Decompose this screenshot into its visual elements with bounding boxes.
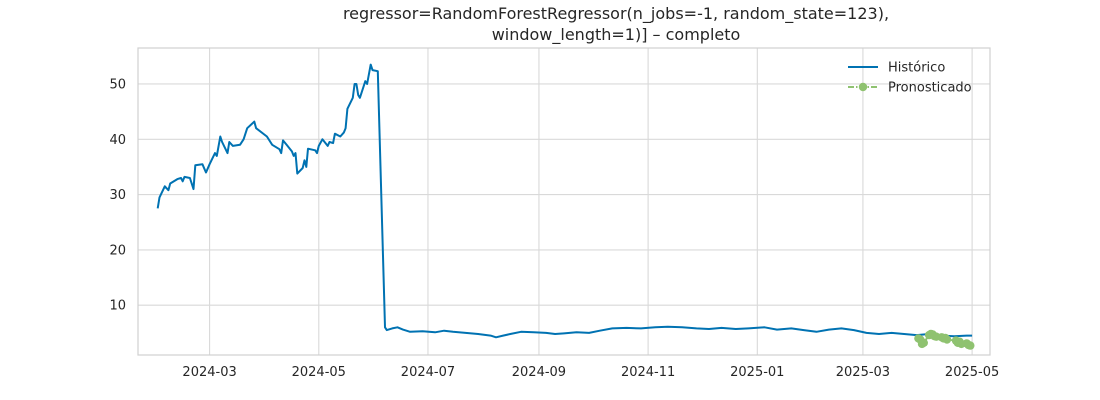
x-tick-label: 2025-01 <box>730 365 784 380</box>
x-tick-label: 2024-05 <box>292 365 346 380</box>
series-layer <box>156 63 975 350</box>
x-tick-label: 2024-09 <box>512 365 566 380</box>
x-tick-label: 2025-05 <box>945 365 999 380</box>
legend-label-pronosticado: Pronosticado <box>888 81 972 96</box>
x-tick-label: 2024-07 <box>401 365 455 380</box>
tick-labels: 2024-03 2024-05 2024-07 2024-09 2024-11 2025-… <box>109 77 999 380</box>
x-tick-label: 2024-03 <box>182 365 236 380</box>
y-tick-label: 20 <box>109 243 126 258</box>
legend-marker-pronosticado <box>858 82 868 92</box>
forecast-point <box>966 341 975 350</box>
x-tick-label: 2024-11 <box>621 365 675 380</box>
y-tick-label: 10 <box>109 299 126 314</box>
legend-label-historico: Histórico <box>888 61 945 76</box>
forecast-point <box>919 338 928 347</box>
y-tick-label: 50 <box>109 77 126 92</box>
plot-border <box>137 47 991 356</box>
chart-title-line-1: regressor=RandomForestRegressor(n_jobs=-… <box>343 4 889 24</box>
y-tick-label: 40 <box>109 133 126 148</box>
plot-frame <box>137 47 991 356</box>
legend: Histórico Pronosticado <box>848 61 972 96</box>
forecast-point <box>942 335 952 344</box>
series-line-historico <box>156 63 973 339</box>
chart-title-line-2: window_length=1)] – completo <box>492 25 741 45</box>
y-tick-label: 30 <box>109 188 126 203</box>
grid <box>138 48 990 355</box>
x-tick-label: 2025-03 <box>836 365 890 380</box>
plot-area <box>138 48 990 355</box>
